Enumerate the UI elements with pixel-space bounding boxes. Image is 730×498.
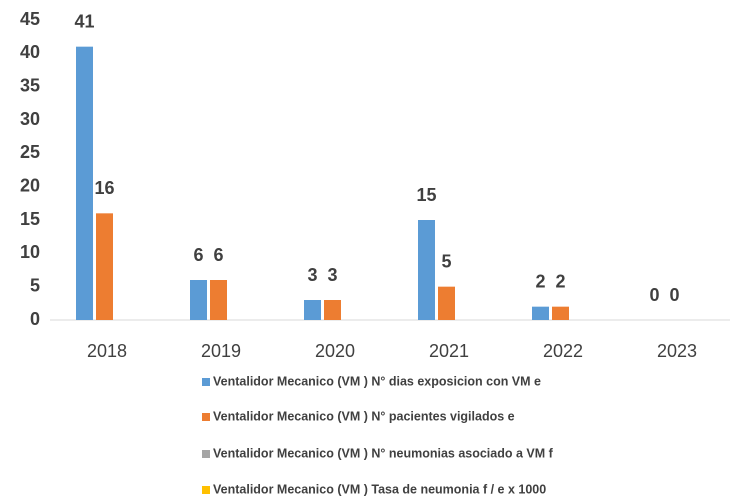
legend-label: Ventalidor Mecanico (VM ) N° pacientes v…	[213, 409, 515, 423]
y-tick-label: 10	[20, 242, 40, 262]
y-tick-label: 45	[20, 9, 40, 29]
bar	[324, 300, 341, 320]
data-label: 41	[74, 11, 94, 31]
data-label: 3	[307, 265, 317, 285]
data-label: 6	[213, 245, 223, 265]
y-tick-label: 20	[20, 175, 40, 195]
data-label: 2	[535, 271, 545, 291]
data-label: 15	[416, 185, 436, 205]
data-label: 6	[193, 245, 203, 265]
legend-label: Ventalidor Mecanico (VM ) N° dias exposi…	[213, 374, 541, 388]
data-label: 0	[669, 285, 679, 305]
x-tick-label: 2022	[543, 341, 583, 361]
bar	[532, 306, 549, 320]
legend-swatch	[202, 486, 210, 494]
legend-label: Ventalidor Mecanico (VM ) Tasa de neumon…	[213, 482, 546, 496]
y-tick-label: 5	[30, 275, 40, 295]
data-label: 3	[327, 265, 337, 285]
y-tick-label: 0	[30, 309, 40, 329]
legend-swatch	[202, 450, 210, 458]
bar	[552, 306, 569, 320]
bar	[190, 280, 207, 320]
legend-label: Ventalidor Mecanico (VM ) N° neumonias a…	[213, 446, 554, 460]
legend-swatch	[202, 413, 210, 421]
data-label: 0	[649, 285, 659, 305]
x-tick-label: 2023	[657, 341, 697, 361]
bar	[210, 280, 227, 320]
y-tick-label: 25	[20, 142, 40, 162]
x-tick-label: 2019	[201, 341, 241, 361]
bar	[96, 213, 113, 320]
y-tick-label: 35	[20, 75, 40, 95]
bar	[438, 286, 455, 320]
bar	[304, 300, 321, 320]
y-tick-label: 40	[20, 42, 40, 62]
legend-swatch	[202, 378, 210, 386]
data-label: 16	[94, 178, 114, 198]
y-tick-label: 30	[20, 109, 40, 129]
data-label: 2	[555, 271, 565, 291]
data-label: 5	[441, 251, 451, 271]
bar	[418, 220, 435, 320]
y-tick-label: 15	[20, 209, 40, 229]
x-tick-label: 2020	[315, 341, 355, 361]
x-tick-label: 2021	[429, 341, 469, 361]
x-tick-label: 2018	[87, 341, 127, 361]
bar	[76, 46, 93, 321]
